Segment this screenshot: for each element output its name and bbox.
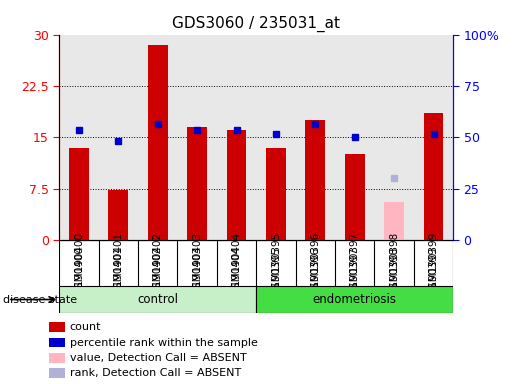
Bar xyxy=(109,190,128,240)
Bar xyxy=(49,323,65,332)
Text: GSM190404: GSM190404 xyxy=(232,232,242,295)
Text: rank, Detection Call = ABSENT: rank, Detection Call = ABSENT xyxy=(70,368,241,378)
Text: GSM190397: GSM190397 xyxy=(350,232,359,295)
Text: GSM190403: GSM190403 xyxy=(192,232,202,295)
Bar xyxy=(384,202,404,240)
Bar xyxy=(305,120,325,240)
Bar xyxy=(187,127,207,240)
Bar xyxy=(227,131,246,240)
Text: GSM190398: GSM190398 xyxy=(389,232,399,295)
Bar xyxy=(49,368,65,378)
Bar xyxy=(256,286,453,313)
Text: GSM190402: GSM190402 xyxy=(153,232,163,295)
Text: GSM190400: GSM190400 xyxy=(74,232,84,295)
Bar xyxy=(424,113,443,240)
Bar xyxy=(59,286,256,313)
Text: value, Detection Call = ABSENT: value, Detection Call = ABSENT xyxy=(70,353,246,363)
Text: GSM190395: GSM190395 xyxy=(271,232,281,295)
Bar xyxy=(266,147,286,240)
Bar xyxy=(345,154,365,240)
Title: GDS3060 / 235031_at: GDS3060 / 235031_at xyxy=(172,16,340,32)
Text: disease state: disease state xyxy=(3,295,77,305)
Text: control: control xyxy=(137,293,178,306)
Text: count: count xyxy=(70,322,101,332)
Bar xyxy=(49,338,65,348)
Bar xyxy=(148,45,167,240)
Text: percentile rank within the sample: percentile rank within the sample xyxy=(70,338,258,348)
Text: endometriosis: endometriosis xyxy=(313,293,397,306)
Bar xyxy=(69,147,89,240)
Text: GSM190401: GSM190401 xyxy=(113,232,123,295)
Text: GSM190399: GSM190399 xyxy=(428,232,438,295)
Text: GSM190396: GSM190396 xyxy=(311,232,320,295)
Bar xyxy=(49,353,65,362)
